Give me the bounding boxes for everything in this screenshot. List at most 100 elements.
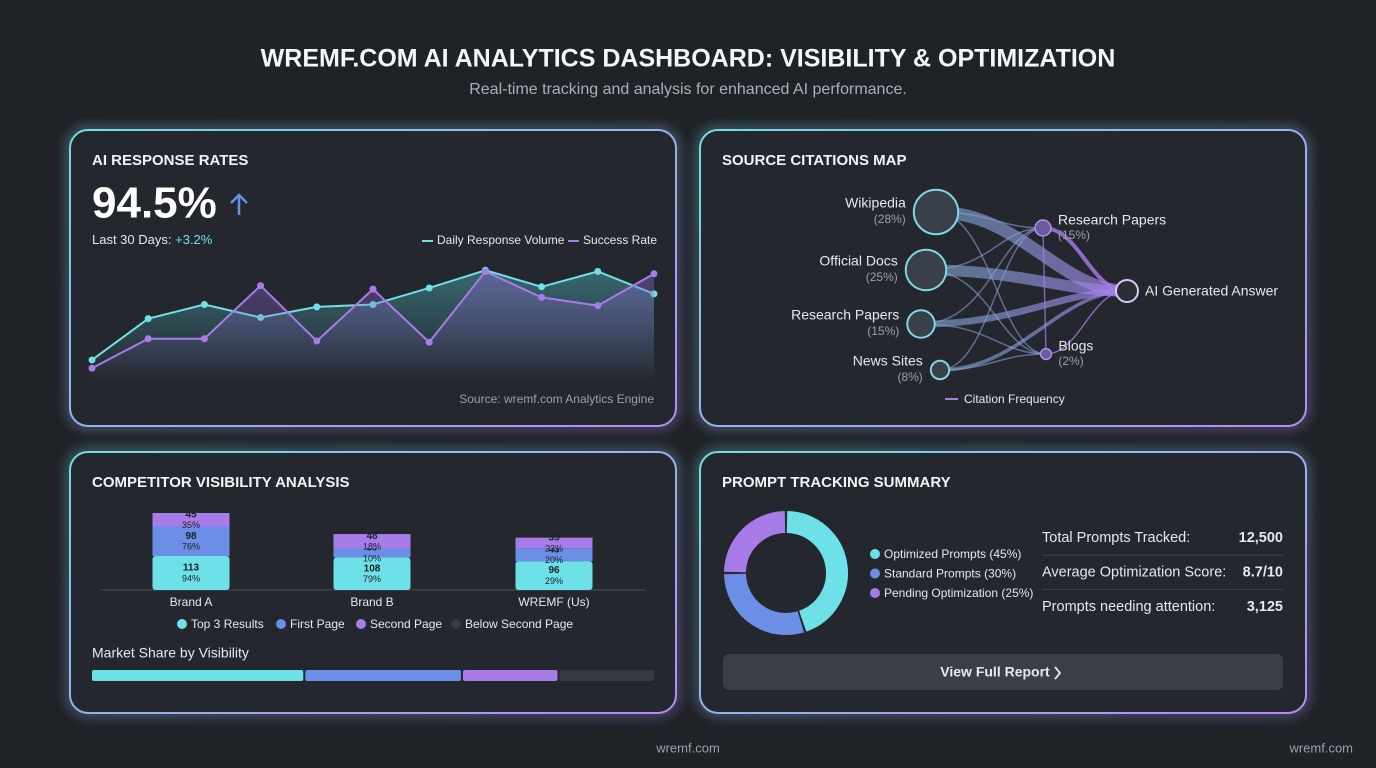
page-title: WREMF.COM AI ANALYTICS DASHBOARD: VISIBI… [261, 45, 1116, 73]
legend-label: Top 3 Results [191, 617, 264, 631]
source-share: (25%) [866, 270, 898, 284]
target-node [1039, 347, 1053, 361]
point [594, 302, 602, 310]
share-segment [305, 670, 461, 681]
legend-label: Second Page [370, 617, 442, 631]
category-label: WREMF (Us) [518, 595, 589, 609]
segment-count: 113 [183, 563, 200, 574]
legend-dot [177, 619, 187, 629]
stat-label: Prompts needing attention: [1042, 599, 1215, 615]
legend-label: Daily Response Volume [437, 233, 565, 247]
flow-thin [920, 323, 1047, 355]
page-subtitle: Real-time tracking and analysis for enha… [469, 81, 907, 98]
flow-thin [939, 353, 1047, 371]
source-node [906, 309, 936, 339]
source-name: News Sites [853, 353, 923, 369]
bar-segment [152, 526, 230, 557]
segment-share: 35% [182, 520, 200, 530]
point [538, 293, 546, 301]
bar-segment [152, 556, 230, 590]
point [425, 284, 433, 292]
panel [699, 451, 1307, 714]
legend-label: Optimized Prompts (45%) [884, 547, 1021, 561]
segment-count: 35 [548, 533, 560, 544]
period-label: Last 30 Days: +3.2% [92, 232, 213, 247]
segment-count: 96 [548, 565, 560, 576]
bar-segment [515, 548, 593, 562]
chevron [1054, 666, 1062, 680]
stat-value: 12,500 [1239, 530, 1283, 546]
source-node [929, 359, 951, 381]
category-label: Brand B [350, 595, 393, 609]
change: +3.2% [175, 232, 213, 247]
segment-share: 23% [545, 543, 563, 553]
bar-segment [333, 534, 411, 549]
share-segment [92, 670, 304, 681]
target-node [1034, 219, 1052, 237]
source-node [904, 248, 948, 292]
panel-title: COMPETITOR VISIBILITY ANALYSIS [92, 474, 350, 491]
legend-name: Pending Optimization [884, 586, 998, 600]
bar-segment [333, 548, 411, 558]
point [481, 267, 489, 275]
button-bg [723, 654, 1283, 690]
point [200, 300, 208, 308]
source-name: Official Docs [819, 253, 897, 269]
stat-label: Average Optimization Score: [1042, 564, 1226, 580]
point [88, 364, 96, 372]
legend-dot [276, 619, 286, 629]
source-share: (28%) [874, 212, 906, 226]
point [144, 315, 152, 323]
target-name: Blogs [1058, 338, 1093, 354]
share-segment [462, 670, 558, 681]
footer-center: wremf.com [655, 740, 720, 755]
legend-dot [870, 588, 880, 598]
legend-label: Success Rate [583, 233, 657, 247]
point [594, 267, 602, 275]
point [650, 270, 658, 278]
segment-count: 108 [364, 563, 381, 574]
link [1042, 227, 1047, 355]
period: Last 30 Days: [92, 232, 172, 247]
legend-label: First Page [290, 617, 345, 631]
point [88, 356, 96, 364]
donut-slice [786, 511, 848, 632]
source-name: Research Papers [791, 307, 899, 323]
segment-share: 20% [545, 555, 563, 565]
segment-count: 48 [366, 531, 378, 542]
target-share: (15%) [1058, 228, 1090, 242]
point [200, 335, 208, 343]
legend-dot [870, 568, 880, 579]
source-note: Source: wremf.com Analytics Engine [459, 392, 654, 406]
point [425, 338, 433, 346]
category-label: Brand A [170, 595, 213, 609]
bar-segment [515, 561, 593, 590]
segment-count: 98 [185, 531, 197, 542]
segment-share: 10% [363, 553, 381, 563]
stat-value: 3,125 [1247, 599, 1283, 615]
button-label: View Full Report [940, 664, 1050, 680]
legend-name: Standard Prompts [884, 567, 981, 581]
flow-thin [939, 227, 1044, 371]
legend-label: Pending Optimization (25%) [884, 586, 1033, 600]
flow [917, 287, 1131, 328]
flow [938, 289, 1129, 372]
source-name: Wikipedia [845, 195, 906, 211]
legend-label: Citation Frequency [964, 392, 1065, 406]
segment-count: 45 [185, 509, 197, 520]
market-share-title: Market Share by Visibility [92, 645, 249, 661]
segment-count: 43 [548, 544, 560, 555]
view-report-button[interactable]: View Full Report [723, 654, 1283, 690]
source-share: (8%) [897, 370, 922, 384]
legend-name: Optimized Prompts [884, 547, 986, 561]
up-arrow [230, 193, 248, 215]
kpi-value: 94.5% [92, 179, 217, 228]
segment-share: 76% [182, 542, 200, 552]
stat-label: Total Prompts Tracked: [1042, 530, 1190, 546]
point [257, 282, 265, 290]
donut-slice [724, 573, 804, 635]
legend-dot [356, 619, 366, 629]
answer-node [1115, 279, 1139, 303]
